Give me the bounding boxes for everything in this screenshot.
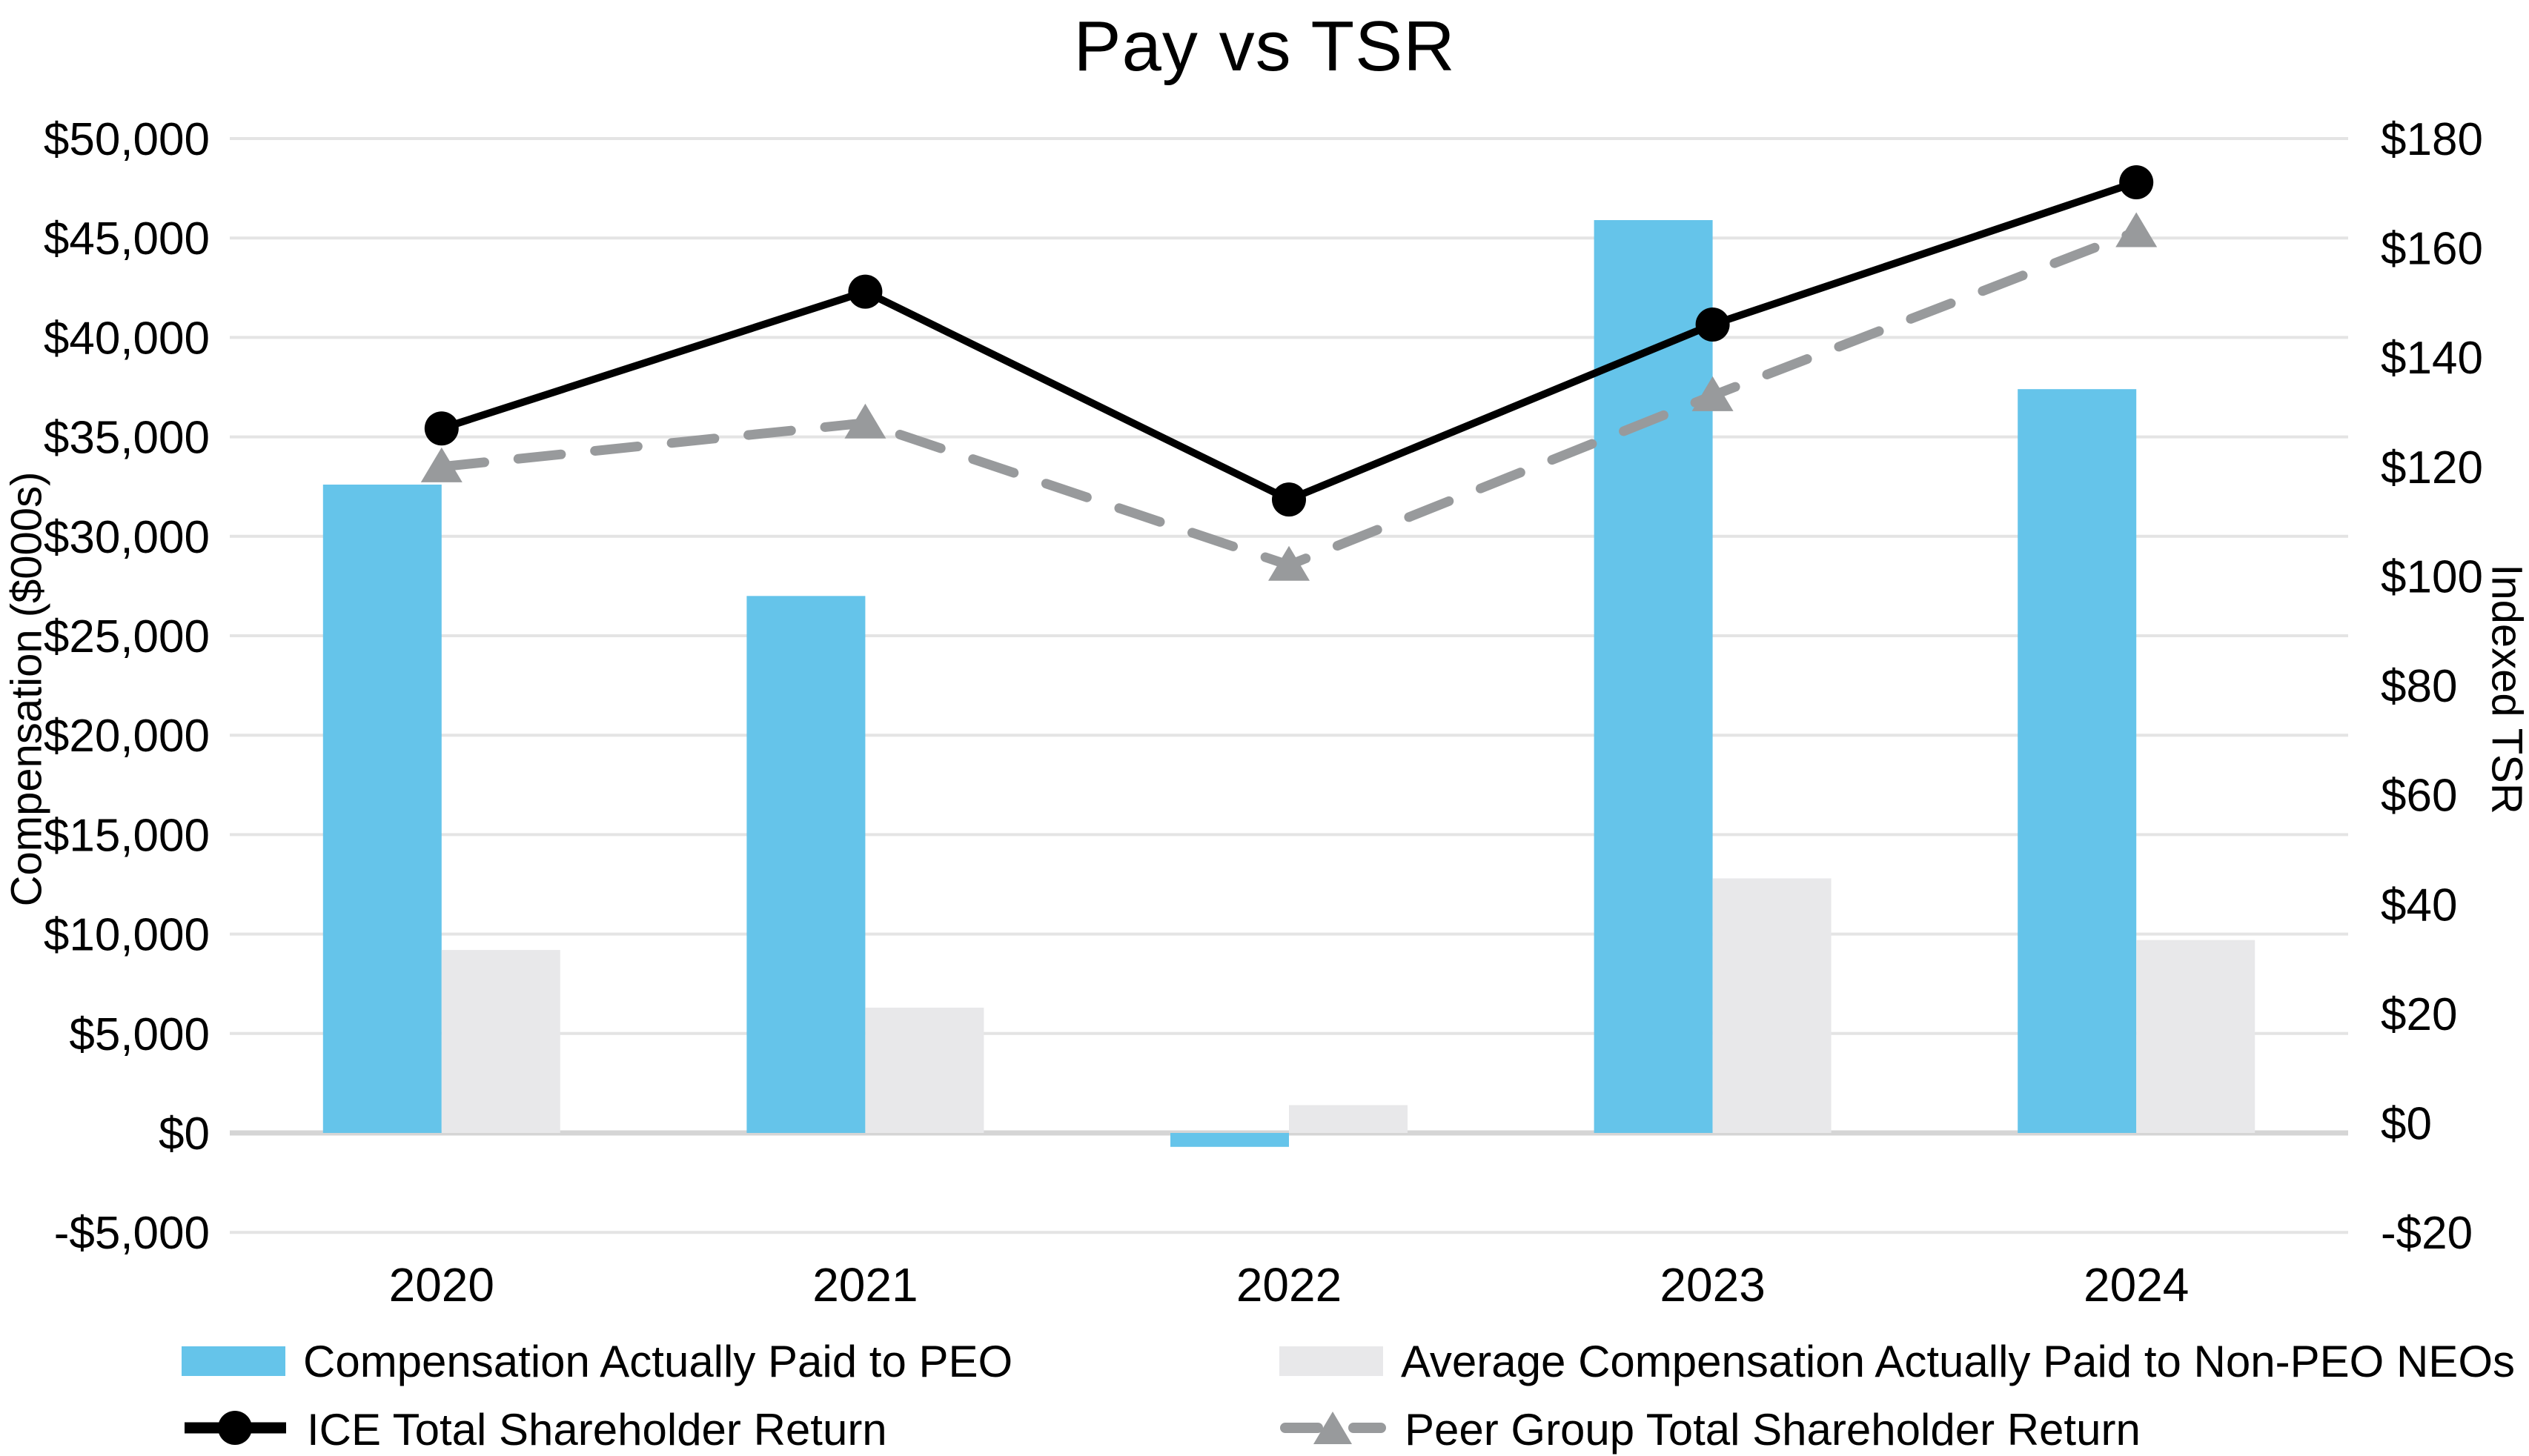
ice-marker — [1696, 308, 1730, 342]
ice-marker — [1272, 482, 1306, 516]
peer-line-marker-icon — [1279, 1406, 1387, 1454]
left-tick-label: $30,000 — [44, 512, 210, 563]
left-tick-label: $45,000 — [44, 213, 210, 265]
right-tick-label: $100 — [2381, 551, 2483, 602]
right-tick-label: $160 — [2381, 224, 2483, 275]
right-tick-label: -$20 — [2381, 1208, 2473, 1259]
bar-peo — [1594, 220, 1713, 1133]
bar-peo — [323, 485, 442, 1133]
left-tick-label: $0 — [159, 1108, 210, 1160]
right-tick-label: $0 — [2381, 1099, 2432, 1150]
bar-neo — [442, 950, 560, 1133]
left-tick-label: $25,000 — [44, 611, 210, 662]
peo-swatch — [182, 1346, 285, 1376]
legend-item-neo: Average Compensation Actually Paid to No… — [1279, 1334, 2515, 1388]
left-tick-label: $5,000 — [69, 1009, 210, 1060]
bar-peo — [2018, 389, 2136, 1133]
x-tick-label: 2020 — [389, 1258, 494, 1312]
right-tick-label: $40 — [2381, 880, 2457, 931]
right-tick-label: $120 — [2381, 442, 2483, 493]
bar-neo — [865, 1008, 984, 1133]
left-tick-label: $20,000 — [44, 711, 210, 762]
right-tick-label: $140 — [2381, 333, 2483, 384]
right-tick-label: $180 — [2381, 114, 2483, 165]
legend-label-neo: Average Compensation Actually Paid to No… — [1401, 1336, 2515, 1387]
left-tick-label: $35,000 — [44, 413, 210, 464]
bar-neo — [1713, 878, 1832, 1133]
bar-peo — [1170, 1133, 1289, 1147]
ice-line-marker-icon — [182, 1406, 289, 1454]
left-tick-label: -$5,000 — [54, 1208, 210, 1259]
left-tick-label: $50,000 — [44, 114, 210, 165]
left-axis-title: Compensation ($000s) — [2, 472, 52, 907]
x-tick-label: 2022 — [1236, 1258, 1342, 1312]
ice-marker — [848, 275, 882, 309]
x-tick-label: 2024 — [2084, 1258, 2189, 1312]
bar-peo — [746, 596, 865, 1133]
right-tick-label: $80 — [2381, 661, 2457, 712]
legend-item-peer-tsr: Peer Group Total Shareholder Return — [1279, 1403, 2141, 1456]
legend-label-peer-tsr: Peer Group Total Shareholder Return — [1405, 1404, 2141, 1455]
legend-item-peo: Compensation Actually Paid to PEO — [182, 1334, 1012, 1388]
right-tick-label: $20 — [2381, 989, 2457, 1040]
neo-swatch — [1279, 1346, 1383, 1376]
bar-neo — [1289, 1105, 1408, 1133]
x-tick-label: 2021 — [812, 1258, 918, 1312]
left-tick-label: $40,000 — [44, 313, 210, 364]
ice-marker — [2119, 165, 2153, 199]
ice-marker — [425, 411, 459, 445]
right-axis-title: Indexed TSR — [2482, 564, 2529, 814]
x-tick-label: 2023 — [1660, 1258, 1765, 1312]
legend-item-ice-tsr: ICE Total Shareholder Return — [182, 1403, 887, 1456]
left-tick-label: $15,000 — [44, 810, 210, 861]
ice-tsr-line — [442, 182, 2136, 499]
peer-marker — [2115, 212, 2157, 247]
left-tick-label: $10,000 — [44, 910, 210, 961]
right-tick-label: $60 — [2381, 771, 2457, 822]
legend-label-peo: Compensation Actually Paid to PEO — [303, 1336, 1012, 1387]
bar-neo — [2136, 940, 2255, 1133]
legend-label-ice-tsr: ICE Total Shareholder Return — [307, 1404, 887, 1455]
